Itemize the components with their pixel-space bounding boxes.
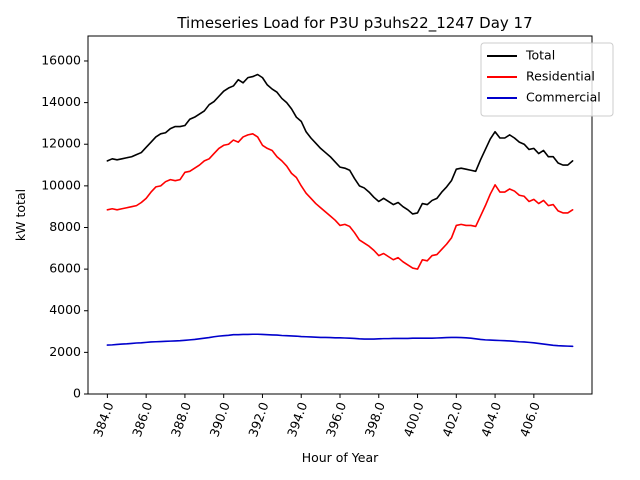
y-tick-label: 16000 — [41, 52, 81, 67]
legend: Total Residential Commercial — [480, 42, 614, 117]
y-tick-label: 0 — [73, 386, 81, 401]
y-axis-label: kW total — [13, 189, 28, 241]
series-layer — [106, 73, 574, 348]
x-axis-label: Hour of Year — [302, 450, 379, 465]
x-axis: 384.0 386.0 388.0 390.0 392.0 394.0 396.0 398.0… — [90, 394, 543, 439]
x-tick-label: 392.0 — [245, 400, 271, 439]
y-tick-label: 8000 — [49, 219, 81, 234]
legend-label-total: Total — [525, 48, 555, 63]
y-tick-label: 12000 — [41, 136, 81, 151]
legend-label-residential: Residential — [526, 69, 595, 84]
x-tick-label: 390.0 — [206, 400, 232, 439]
series-line-commercial — [106, 333, 574, 348]
legend-label-commercial: Commercial — [526, 90, 601, 105]
x-tick-label: 404.0 — [478, 400, 504, 439]
x-tick-label: 384.0 — [90, 400, 116, 439]
x-tick-label: 400.0 — [400, 400, 426, 439]
chart-title: Timeseries Load for P3U p3uhs22_1247 Day… — [176, 14, 532, 33]
series-line-total — [106, 73, 574, 215]
y-tick-label: 14000 — [41, 94, 81, 109]
y-tick-label: 4000 — [49, 302, 81, 317]
y-tick-label: 10000 — [41, 177, 81, 192]
x-tick-label: 394.0 — [284, 400, 310, 439]
y-axis: 0 2000 4000 6000 8000 10000 12000 14000 16000 — [41, 52, 88, 401]
y-tick-label: 2000 — [49, 344, 81, 359]
x-tick-label: 406.0 — [517, 400, 543, 439]
series-line-residential — [106, 133, 574, 270]
y-tick-label: 6000 — [49, 261, 81, 276]
x-tick-label: 386.0 — [129, 400, 155, 439]
x-tick-label: 396.0 — [323, 400, 349, 439]
x-tick-label: 402.0 — [439, 400, 465, 439]
x-tick-label: 388.0 — [168, 400, 194, 439]
x-tick-label: 398.0 — [362, 400, 388, 439]
